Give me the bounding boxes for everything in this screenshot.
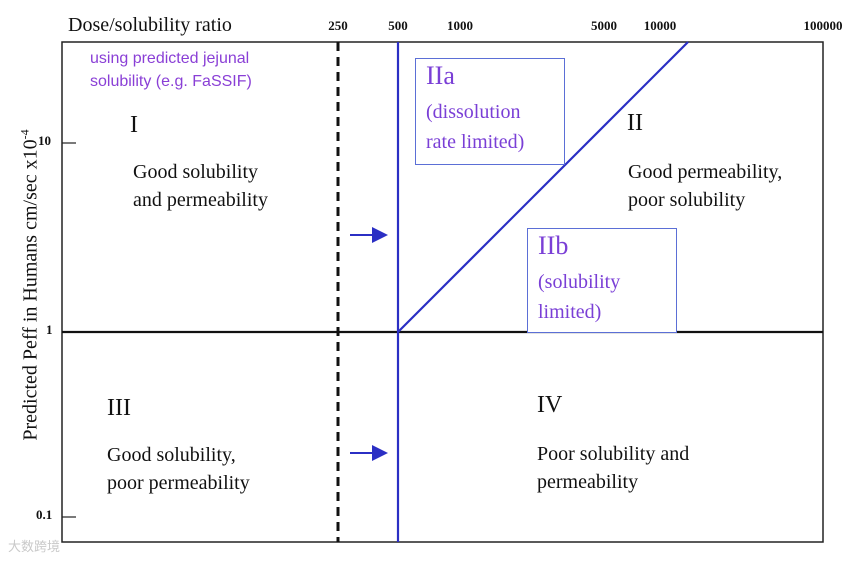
subclass-iia-description: (dissolution rate limited) bbox=[426, 97, 524, 157]
subclass-iia-label: IIa bbox=[426, 61, 455, 90]
class-ii-line2: poor solubility bbox=[628, 189, 746, 211]
top-tick-10000: 10000 bbox=[643, 18, 677, 33]
class-iii-line1: Good solubility, bbox=[107, 444, 236, 466]
class-iii-line2: poor permeability bbox=[107, 472, 250, 494]
left-axis-title-exponent: -4 bbox=[17, 129, 32, 140]
top-tick-5000: 5000 bbox=[591, 18, 617, 33]
class-iii-label: III bbox=[107, 395, 131, 421]
fassif-note-line2: solubility (e.g. FaSSIF) bbox=[90, 73, 252, 90]
top-tick-100000: 100000 bbox=[803, 18, 843, 33]
top-tick-1000: 1000 bbox=[447, 18, 473, 33]
left-tick-0.1: 0.1 bbox=[36, 507, 53, 522]
class-i-line1: Good solubility bbox=[133, 161, 259, 183]
class-iii-description: Good solubility, poor permeability bbox=[107, 441, 250, 497]
class-iv-description: Poor solubility and permeability bbox=[537, 440, 689, 496]
fassif-note-line1: using predicted jejunal bbox=[90, 50, 250, 67]
subclass-iib-label: IIb bbox=[538, 231, 569, 260]
class-ii-line1: Good permeability, bbox=[628, 161, 783, 183]
plot-frame bbox=[61, 41, 824, 543]
fassif-note: using predicted jejunal solubility (e.g.… bbox=[90, 47, 252, 93]
subclass-iib-description: (solubility limited) bbox=[538, 267, 620, 327]
class-iv-line2: permeability bbox=[537, 471, 639, 493]
subclass-iib-line2: limited) bbox=[538, 301, 602, 323]
subclass-iia-box: IIa (dissolution rate limited) bbox=[415, 58, 565, 165]
class-ii-label: II bbox=[627, 110, 643, 136]
subclass-iia-line2: rate limited) bbox=[426, 131, 525, 153]
class-i-description: Good solubility and permeability bbox=[133, 158, 268, 214]
left-axis-title: Predicted Peff in Humans cm/sec x10-4 bbox=[18, 129, 43, 440]
top-tick-250: 250 bbox=[328, 18, 348, 33]
top-tick-500: 500 bbox=[388, 18, 408, 33]
watermark: 大数跨境 bbox=[8, 540, 61, 555]
subclass-iib-line1: (solubility bbox=[538, 271, 621, 293]
class-i-label: I bbox=[130, 112, 138, 138]
left-axis-title-main: Predicted Peff in Humans cm/sec x10 bbox=[19, 139, 42, 441]
subclass-iib-box: IIb (solubility limited) bbox=[527, 228, 677, 333]
iia-iib-boundary-line bbox=[397, 41, 689, 333]
class-iv-line1: Poor solubility and bbox=[537, 443, 690, 465]
left-tick-10: 10 bbox=[38, 133, 51, 148]
class-i-line2: and permeability bbox=[133, 189, 268, 211]
top-axis-title: Dose/solubility ratio bbox=[68, 14, 232, 36]
class-ii-description: Good permeability, poor solubility bbox=[628, 158, 782, 214]
left-tick-1: 1 bbox=[46, 322, 53, 337]
subclass-iia-line1: (dissolution bbox=[426, 101, 521, 123]
class-iv-label: IV bbox=[537, 392, 563, 418]
